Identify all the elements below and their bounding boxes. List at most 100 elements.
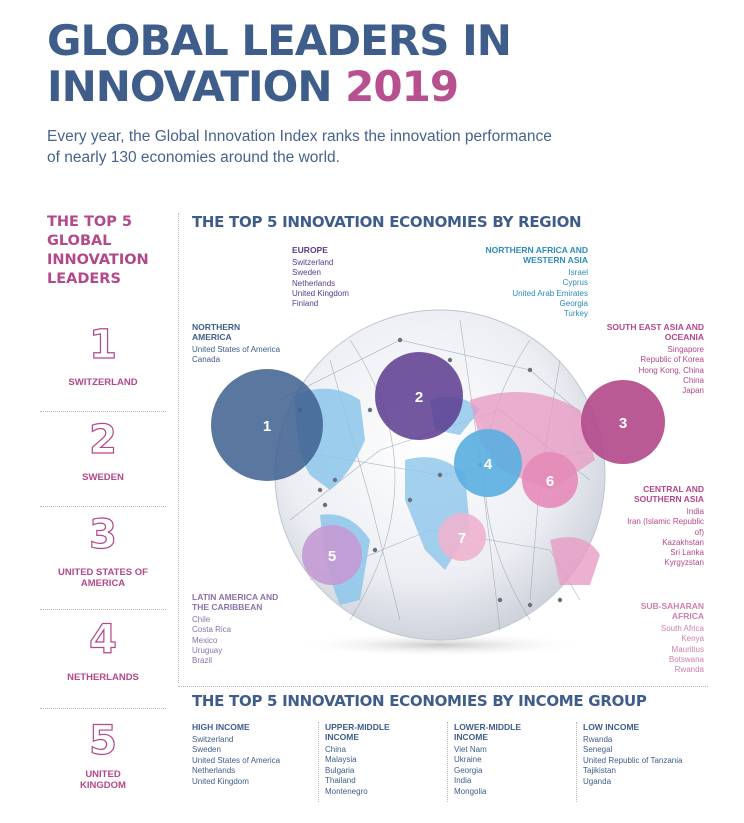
rank-item-5: 5 UNITED KINGDOM: [40, 718, 166, 799]
region-name: NORTHERN AFRICA AND WESTERN ASIA: [485, 245, 588, 265]
income-country: Mongolia: [454, 786, 487, 796]
rank-country: UNITED STATES OF AMERICA: [58, 567, 148, 589]
region-country: Switzerland: [292, 258, 334, 267]
region-heading: THE TOP 5 INNOVATION ECONOMIES BY REGION: [192, 213, 582, 231]
region-country: Mauritius: [671, 644, 704, 654]
region-name: LATIN AMERICA AND THE CARIBBEAN: [192, 592, 279, 612]
region-country: Hong Kong, China: [638, 365, 704, 375]
region-country: Singapore: [667, 345, 704, 354]
bubble-6: 6: [522, 452, 578, 508]
bubble-1: 1: [211, 369, 323, 481]
region-country: India: [686, 507, 704, 516]
bubble-label-1: 1: [263, 418, 271, 435]
income-country: Montenegro: [325, 786, 368, 796]
subtitle: Every year, the Global Innovation Index …: [47, 128, 552, 166]
income-country: Switzerland: [192, 735, 234, 744]
bubble-label-5: 5: [328, 548, 336, 565]
income-heading: THE TOP 5 INNOVATION ECONOMIES BY INCOME…: [192, 692, 647, 710]
region-country: Canada: [192, 355, 221, 365]
income-group-name: HIGH INCOME: [192, 722, 250, 732]
region-country: United Kingdom: [292, 288, 349, 298]
bubble-7: 7: [438, 513, 486, 561]
region-country: China: [683, 375, 704, 385]
title-line1: GLOBAL LEADERS IN: [47, 16, 512, 65]
region-sub-saharan-africa: SUB-SAHARAN AFRICA South Africa Kenya Ma…: [608, 601, 704, 675]
top5-heading: THE TOP 5 GLOBAL INNOVATION LEADERS: [47, 214, 149, 287]
bubble-2: 2: [375, 352, 463, 440]
rank-item-3: 3 UNITED STATES OF AMERICA: [40, 512, 166, 610]
rank-item-4: 4 NETHERLANDS: [40, 617, 166, 709]
income-country: United Republic of Tanzania: [583, 755, 683, 765]
region-country: Japan: [682, 386, 704, 396]
region-name: NORTHERN AMERICA: [192, 322, 241, 342]
income-country: Malaysia: [325, 755, 357, 765]
australia-shape: [550, 537, 600, 585]
income-group-lower-middle: LOWER-MIDDLE INCOME Viet Nam Ukraine Geo…: [447, 722, 569, 802]
globe-illustration: 1 2 3 4 5 6 7: [211, 309, 665, 657]
region-name: SUB-SAHARAN AFRICA: [640, 601, 704, 621]
rank-number: 4: [88, 617, 117, 663]
income-country: Bulgaria: [325, 765, 355, 775]
income-country: United States of America: [192, 755, 281, 765]
rank-country: SWEDEN: [82, 472, 124, 483]
region-country: Netherlands: [292, 278, 336, 288]
region-bubbles: 1 2 3 4 5 6 7: [211, 352, 665, 585]
region-latin-america: LATIN AMERICA AND THE CARIBBEAN Chile Co…: [192, 592, 282, 666]
region-central-southern-asia: CENTRAL AND SOUTHERN ASIA India Iran (Is…: [618, 484, 704, 569]
bubble-label-6: 6: [546, 473, 554, 490]
region-northern-america: NORTHERN AMERICA United States of Americ…: [192, 322, 280, 366]
region-country: Kazakhstan: [662, 537, 704, 547]
title-line2: INNOVATION: [47, 62, 333, 111]
bubble-label-2: 2: [415, 389, 423, 406]
income-country: Ukraine: [454, 755, 482, 765]
income-country: Viet Nam: [454, 745, 487, 754]
region-country: Rwanda: [674, 665, 704, 675]
page-title: GLOBAL LEADERS IN INNOVATION 2019: [47, 16, 512, 111]
income-country: China: [325, 745, 346, 754]
bubble-5: 5: [302, 525, 362, 585]
globe-shadow: [290, 633, 590, 657]
region-country: United States of America: [192, 345, 281, 354]
region-south-east-asia-oceania: SOUTH EAST ASIA AND OCEANIA Singapore Re…: [598, 322, 704, 396]
region-name: CENTRAL AND SOUTHERN ASIA: [633, 484, 704, 504]
bubble-4: 4: [454, 429, 522, 497]
region-country: Mexico: [192, 635, 218, 645]
region-country: Finland: [292, 299, 319, 309]
rank-country: UNITED KINGDOM: [80, 769, 126, 791]
region-country: Georgia: [559, 298, 588, 308]
rank-number: 2: [88, 417, 117, 463]
rank-country: NETHERLANDS: [67, 672, 139, 683]
region-country: Iran (Islamic Republic of): [627, 517, 704, 537]
region-country: Chile: [192, 615, 211, 624]
bubble-label-7: 7: [458, 530, 466, 547]
region-country: Israel: [568, 268, 588, 277]
income-country: Uganda: [583, 776, 612, 786]
title-year: 2019: [345, 62, 459, 111]
rank-country: SWITZERLAND: [68, 377, 138, 388]
income-country: Netherlands: [192, 766, 236, 776]
income-group-name: LOWER-MIDDLE INCOME: [454, 722, 522, 742]
rank-number: 1: [88, 322, 117, 368]
rank-item-1: 1 SWITZERLAND: [40, 322, 166, 412]
region-northern-africa-western-asia: NORTHERN AFRICA AND WESTERN ASIA Israel …: [470, 245, 588, 319]
income-country: India: [454, 776, 472, 786]
income-group-name: UPPER-MIDDLE INCOME: [325, 722, 390, 742]
region-country: United Arab Emirates: [512, 288, 588, 298]
region-country: Sri Lanka: [670, 548, 704, 558]
column-divider: [178, 213, 179, 683]
region-country: Costa Rica: [192, 625, 232, 635]
rank-item-2: 2 SWEDEN: [40, 417, 166, 507]
region-country: Uruguay: [192, 645, 223, 655]
income-group-upper-middle: UPPER-MIDDLE INCOME China Malaysia Bulga…: [318, 722, 440, 802]
bubble-label-3: 3: [619, 415, 627, 432]
region-country: South Africa: [660, 624, 704, 633]
bubble-3: 3: [581, 380, 665, 464]
region-name: SOUTH EAST ASIA AND OCEANIA: [606, 322, 704, 342]
rank-number: 3: [88, 512, 117, 558]
income-country: Thailand: [325, 776, 356, 786]
income-group-high: HIGH INCOME Switzerland Sweden United St…: [192, 722, 317, 787]
section-divider: [178, 686, 708, 687]
income-group-low: LOW INCOME Rwanda Senegal United Republi…: [576, 722, 713, 802]
region-country: Botswana: [668, 654, 704, 664]
region-country: Kenya: [681, 634, 704, 644]
